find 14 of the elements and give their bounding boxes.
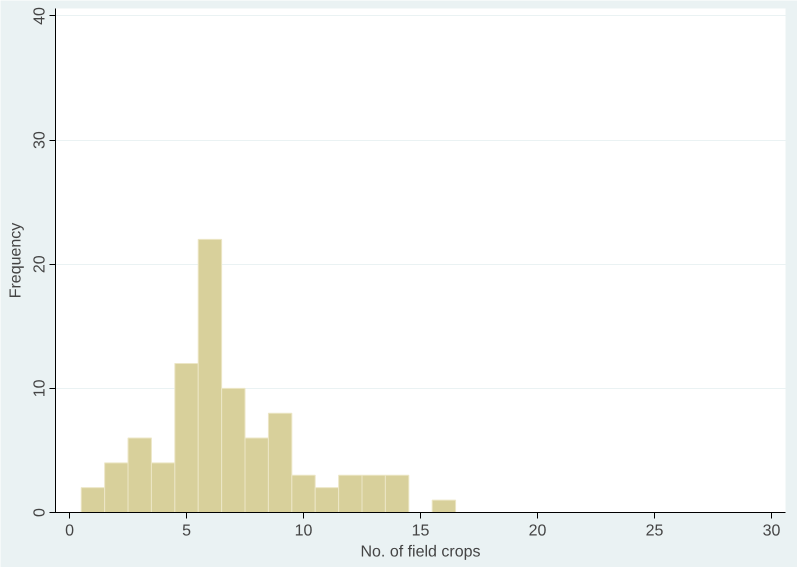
- y-tick-label: 40: [32, 6, 48, 25]
- x-axis-title: No. of field crops: [360, 544, 481, 560]
- x-tick-label: 30: [762, 522, 780, 540]
- x-tick-label: 10: [294, 522, 313, 540]
- x-tick-label: 0: [65, 522, 74, 540]
- y-tick-label: 0: [32, 508, 48, 517]
- y-axis-title: Frequency: [8, 222, 24, 298]
- x-tick-label: 20: [528, 522, 546, 540]
- y-tick-label: 30: [32, 131, 48, 149]
- x-tick-label: 25: [646, 522, 664, 540]
- y-tick-label: 10: [32, 379, 48, 398]
- y-tick-label: 20: [32, 255, 48, 274]
- x-tick-label: 15: [412, 522, 430, 540]
- x-tick-label: 5: [182, 522, 192, 540]
